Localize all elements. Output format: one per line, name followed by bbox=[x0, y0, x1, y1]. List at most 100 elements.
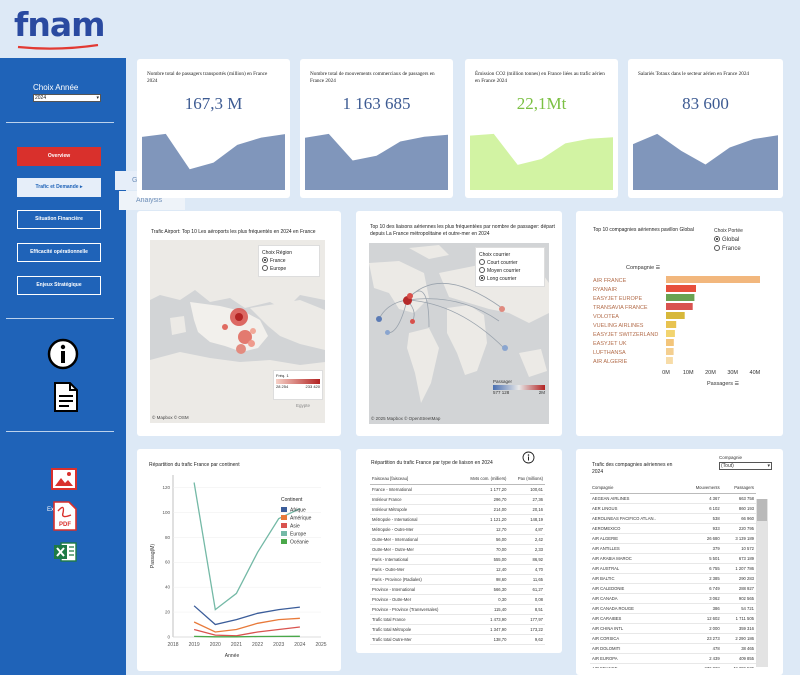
continent-chart-title: Répartition du trafic France par contine… bbox=[149, 462, 240, 468]
courrier-option-moyen[interactable]: Moyen courrier bbox=[479, 267, 541, 275]
table-row[interactable]: AER LINGUS 6 102 860 193 bbox=[590, 503, 756, 514]
nav-finance-button[interactable]: Situation Financière bbox=[17, 210, 101, 229]
info-icon[interactable] bbox=[47, 338, 79, 370]
airport-bubble[interactable] bbox=[222, 324, 228, 330]
col-header[interactable]: Mouvements bbox=[683, 483, 722, 494]
company-filter-select[interactable]: (Tout) ▾ bbox=[719, 462, 772, 470]
airlines-bar-chart[interactable]: AIR FRANCE RYANAIR EASYJET EUROPE TRANSAVIA… bbox=[586, 271, 776, 401]
table-row[interactable]: AIR ANTILLES 379 10 572 bbox=[590, 543, 756, 554]
document-icon[interactable] bbox=[53, 382, 79, 412]
route-destination-bubble[interactable] bbox=[403, 296, 412, 305]
table-row[interactable]: Province - Outre-Mer 0,30 0,08 bbox=[370, 594, 545, 605]
col-header[interactable]: Passagers bbox=[721, 483, 756, 494]
table-row[interactable]: AIR CANADA ROUGE 386 54 721 bbox=[590, 603, 756, 614]
airline-bar[interactable] bbox=[666, 285, 696, 292]
table-row[interactable]: AIR CARAIBES 12 602 1 711 505 bbox=[590, 613, 756, 624]
series-line-afrique[interactable] bbox=[193, 605, 300, 626]
table-row[interactable]: Métropole - International 1 121,20 148,19 bbox=[370, 514, 545, 525]
pdf-export-icon[interactable]: PDF bbox=[53, 501, 77, 531]
table-row[interactable]: AIR CALEDONIE 6 749 288 927 bbox=[590, 583, 756, 594]
nav-overview-button[interactable]: Overview bbox=[17, 147, 101, 166]
table-row[interactable]: AIR FRANCE 276 828 42 289 536 bbox=[590, 663, 756, 668]
table-row[interactable]: AIR ARABIA MAROC 5 501 673 189 bbox=[590, 553, 756, 564]
table-row[interactable]: AIR AUSTRAL 6 755 1 207 786 bbox=[590, 563, 756, 574]
airline-bar[interactable] bbox=[666, 348, 674, 355]
table-scrollbar[interactable] bbox=[756, 499, 768, 667]
table-row[interactable]: Province - International 566,30 61,27 bbox=[370, 584, 545, 595]
table-row[interactable]: AIR CORSICA 23 273 2 290 186 bbox=[590, 633, 756, 644]
airport-bubble[interactable] bbox=[236, 344, 246, 354]
nav-ops-button[interactable]: Efficacité opérationnelle bbox=[17, 243, 101, 262]
color-legend-max: 2M bbox=[538, 390, 545, 395]
table-row[interactable]: Paris - Province (Radiales) 98,60 11,65 bbox=[370, 574, 545, 585]
airline-bar[interactable] bbox=[666, 330, 675, 337]
airport-bubble[interactable] bbox=[235, 313, 243, 321]
route-destination-bubble[interactable] bbox=[499, 306, 505, 312]
table-row[interactable]: Intérieur France 296,70 27,36 bbox=[370, 494, 545, 505]
table-row[interactable]: AIR CHINA INTL 2 000 359 316 bbox=[590, 623, 756, 634]
scrollbar-thumb[interactable] bbox=[757, 499, 767, 521]
info-icon[interactable] bbox=[522, 451, 535, 464]
table-row[interactable]: AEGEAN AIRLINES 4 367 663 758 bbox=[590, 493, 756, 504]
route-destination-bubble[interactable] bbox=[376, 316, 382, 322]
continent-line-chart[interactable]: 0 20 40 60 80 100 120 2018 2019 2020 2021 2022 2023 2… bbox=[137, 467, 341, 671]
year-select[interactable]: 2024 ▾ bbox=[33, 94, 101, 102]
nav-traffic-button[interactable]: Trafic et Demande ▸ bbox=[17, 178, 101, 197]
airport-bubble[interactable] bbox=[248, 340, 255, 347]
airline-bar[interactable] bbox=[666, 303, 693, 310]
airline-bar[interactable] bbox=[666, 321, 677, 328]
airline-bar[interactable] bbox=[666, 339, 674, 346]
table-cell: 1 207 786 bbox=[721, 563, 756, 574]
nav-strategy-button[interactable]: Enjeux Stratégique bbox=[17, 276, 101, 295]
table-row[interactable]: Intérieur Métropole 214,00 20,16 bbox=[370, 504, 545, 515]
table-row[interactable]: AEROLINEAS PACIFICO ATLAN.. 538 66 960 bbox=[590, 513, 756, 524]
route-destination-bubble[interactable] bbox=[410, 319, 415, 324]
excel-export-icon[interactable] bbox=[53, 541, 77, 563]
table-row[interactable]: AIR CANADA 3 062 902 565 bbox=[590, 593, 756, 604]
table-row[interactable]: Trafic total France 1 473,90 177,97 bbox=[370, 614, 545, 625]
col-header[interactable]: Compagnie bbox=[590, 483, 684, 494]
table-row[interactable]: Paris - International 555,00 86,92 bbox=[370, 554, 545, 565]
series-line-océanie[interactable] bbox=[194, 635, 300, 638]
table-row[interactable]: AIR BALTIC 2 385 290 283 bbox=[590, 573, 756, 584]
route-destination-bubble[interactable] bbox=[502, 345, 508, 351]
table-row[interactable]: France - International 1 177,20 100,61 bbox=[370, 484, 545, 495]
portee-option-global[interactable]: Global bbox=[714, 236, 739, 243]
airport-bubble[interactable] bbox=[250, 328, 256, 334]
table-row[interactable]: AEROMEXICO 933 220 795 bbox=[590, 523, 756, 534]
airport-map[interactable]: Choix Région France Europe Fréq. 1 28 25… bbox=[150, 240, 325, 423]
table-row[interactable]: Outre-Mer - Outre-Mer 70,00 2,33 bbox=[370, 544, 545, 555]
airline-bar[interactable] bbox=[666, 294, 695, 301]
series-line-asie[interactable] bbox=[193, 626, 300, 637]
airline-bar[interactable] bbox=[666, 312, 685, 319]
table-cell: 296,70 bbox=[458, 494, 509, 505]
route-destination-bubble[interactable] bbox=[407, 293, 413, 299]
table-row[interactable]: Outre-Mer - International 56,00 2,42 bbox=[370, 534, 545, 545]
courrier-option-court[interactable]: Court courrier bbox=[479, 259, 541, 267]
table-row[interactable]: AIR EUROPA 2 439 409 855 bbox=[590, 653, 756, 664]
col-header[interactable]: Mvts com. (milliers) bbox=[458, 474, 509, 485]
region-option-france[interactable]: France bbox=[262, 257, 316, 265]
image-export-icon[interactable] bbox=[51, 468, 77, 490]
filter-icon[interactable]: ☰ bbox=[655, 265, 661, 271]
table-row[interactable]: Province - Province (Transversales) 115,4… bbox=[370, 604, 545, 615]
courrier-option-long[interactable]: Long courrier bbox=[479, 275, 541, 283]
routes-map[interactable]: Choix courrier Court courrier Moyen cour… bbox=[369, 243, 549, 424]
table-row[interactable]: AIR ALGERIE 26 680 3 139 189 bbox=[590, 533, 756, 544]
col-header[interactable]: Pax (millions) bbox=[508, 474, 545, 485]
region-option-europe[interactable]: Europe bbox=[262, 265, 316, 273]
table-row[interactable]: Métropole - Outre-Mer 12,70 4,87 bbox=[370, 524, 545, 535]
radio-icon bbox=[479, 259, 485, 265]
color-gradient-bar bbox=[493, 385, 545, 390]
col-header[interactable]: Faisceau [faisceau] bbox=[370, 474, 459, 485]
filter-icon[interactable]: ☰ bbox=[734, 381, 740, 387]
route-destination-bubble[interactable] bbox=[385, 330, 390, 335]
airline-bar[interactable] bbox=[666, 276, 760, 283]
table-row[interactable]: Paris - Outre-Mer 12,40 4,70 bbox=[370, 564, 545, 575]
table-row[interactable]: Trafic total Métropole 1 347,90 173,22 bbox=[370, 624, 545, 635]
portee-option-france[interactable]: France bbox=[714, 245, 741, 252]
airline-bar[interactable] bbox=[666, 357, 673, 364]
table-row[interactable]: AIR DOLOMITI 478 38 465 bbox=[590, 643, 756, 654]
table-row[interactable]: Trafic total Outre-Mer 138,70 9,62 bbox=[370, 634, 545, 645]
series-line-amérique[interactable] bbox=[193, 617, 300, 633]
